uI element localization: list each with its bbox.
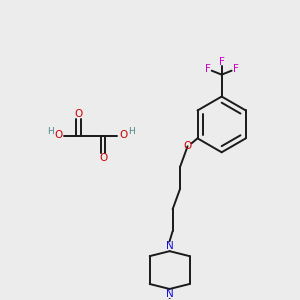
Text: F: F: [205, 64, 211, 74]
Text: O: O: [74, 110, 82, 119]
Text: H: H: [128, 127, 134, 136]
Text: H: H: [47, 127, 54, 136]
Text: O: O: [119, 130, 127, 140]
Text: F: F: [219, 57, 225, 67]
Text: N: N: [166, 289, 173, 299]
Text: O: O: [99, 153, 107, 163]
Text: F: F: [233, 64, 239, 74]
Text: N: N: [166, 241, 173, 251]
Text: O: O: [54, 130, 63, 140]
Text: O: O: [183, 141, 192, 151]
